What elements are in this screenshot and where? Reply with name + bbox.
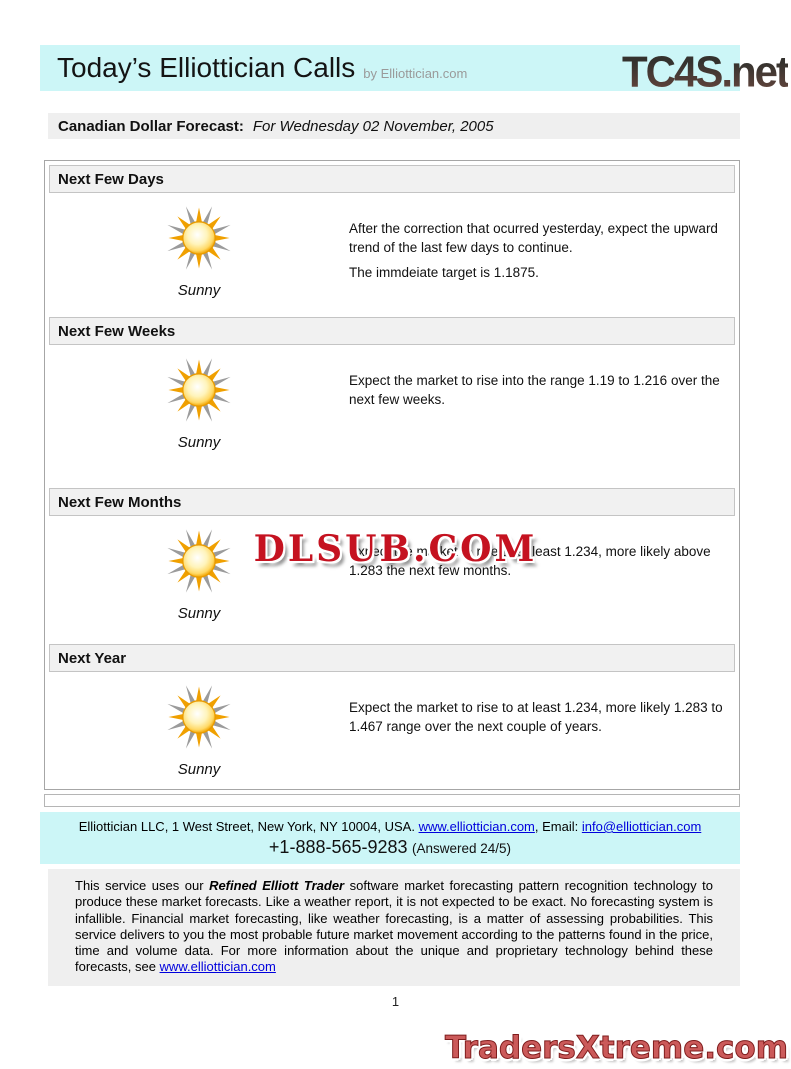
weather-cell: Sunny [49, 672, 349, 785]
forecast-sections: Next Few Days [44, 160, 740, 790]
weather-condition-label: Sunny [177, 282, 221, 299]
section-title: Next Few Days [49, 165, 735, 193]
weather-condition-label: Sunny [177, 761, 221, 778]
phone-number: +1-888-565-9283 [268, 837, 408, 857]
email-link[interactable]: info@elliottician.com [581, 819, 702, 834]
forecast-section: Next Few Months [49, 488, 735, 644]
address-text: Elliottician LLC, 1 West Street, New Yor… [78, 819, 419, 834]
forecast-text-cell: After the correction that ocurred yester… [349, 193, 735, 317]
forecast-date: For Wednesday 02 November, 2005 [252, 117, 494, 135]
weather-cell: Sunny [49, 516, 349, 644]
disclaimer-website-link[interactable]: www.elliottician.com [159, 959, 276, 975]
tradersxtreme-logo: TradersXtreme.com [444, 1030, 788, 1067]
forecast-paragraph: After the correction that ocurred yester… [349, 221, 718, 255]
disclaimer-text-1: This service uses our [75, 878, 210, 893]
weather-cell: Sunny [49, 193, 349, 317]
disclaimer-text-2: software market forecasting pattern reco… [75, 878, 713, 975]
section-title: Next Few Months [49, 488, 735, 516]
disclaimer: This service uses our Refined Elliott Tr… [48, 869, 740, 986]
section-body: Sunny Expect the market to rise into the… [49, 345, 735, 488]
sun-icon [162, 524, 236, 603]
sun-icon [162, 680, 236, 759]
forecast-paragraph: Expect the market to rise to at least 1.… [349, 700, 723, 734]
forecast-label: Canadian Dollar Forecast: [58, 117, 244, 135]
forecast-page: { "branding": { "site_logo": "TC4S.net",… [0, 45, 791, 1069]
forecast-section: Next Few Days [49, 165, 735, 317]
contact-footer: Elliottician LLC, 1 West Street, New Yor… [40, 812, 740, 864]
page-title: Today’s Elliottician Calls [57, 52, 356, 83]
forecast-text-cell: Expect the market to rise to at least 1.… [349, 672, 735, 785]
forecast-paragraph: Expect the market to rise to at least 1.… [349, 544, 711, 578]
empty-table-row [44, 794, 740, 807]
dlsub-watermark: DLSUB.COM [253, 528, 538, 570]
tc4s-site-logo: TC4S.net [621, 47, 790, 96]
sun-icon [162, 353, 236, 432]
section-title: Next Year [49, 644, 735, 672]
phone-availability: (Answered 24/5) [412, 841, 512, 856]
page-byline: by Elliottician.com [363, 65, 468, 81]
weather-condition-label: Sunny [177, 434, 221, 451]
page-number: 1 [391, 993, 400, 1009]
email-label: , Email: [534, 819, 582, 834]
website-link[interactable]: www.elliottician.com [418, 819, 535, 834]
weather-cell: Sunny [49, 345, 349, 488]
sun-icon [162, 201, 236, 280]
forecast-text-cell: Expect the market to rise into the range… [349, 345, 735, 488]
section-title: Next Few Weeks [49, 317, 735, 345]
section-body: Sunny After the correction that ocurred … [49, 193, 735, 317]
page-header: Today’s Elliottician Calls by Elliottici… [40, 45, 740, 91]
forecast-section: Next Year [49, 644, 735, 785]
section-body: Sunny Expect the market to rise to at le… [49, 516, 735, 644]
forecast-section: Next Few Weeks [49, 317, 735, 488]
forecast-title-bar: Canadian Dollar Forecast: For Wednesday … [48, 113, 740, 139]
forecast-paragraph: The immdeiate target is 1.1875. [349, 265, 539, 281]
contact-address-line: Elliottician LLC, 1 West Street, New Yor… [40, 819, 740, 834]
section-body: Sunny Expect the market to rise to at le… [49, 672, 735, 785]
product-name: Refined Elliott Trader [209, 878, 345, 893]
weather-condition-label: Sunny [177, 605, 221, 622]
phone-line: +1-888-565-9283 (Answered 24/5) [40, 837, 740, 858]
forecast-text-cell: Expect the market to rise to at least 1.… [349, 516, 735, 644]
forecast-paragraph: Expect the market to rise into the range… [349, 373, 720, 407]
